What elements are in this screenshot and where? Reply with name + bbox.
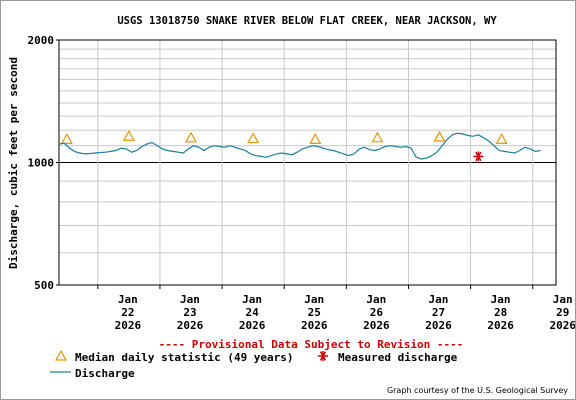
x-tick-label: Jan — [366, 293, 386, 306]
median-point — [247, 132, 260, 144]
y-tick-label: 2000 — [28, 34, 55, 47]
median-point — [184, 131, 198, 143]
y-tick-label: 500 — [34, 279, 54, 292]
x-tick-label: Jan — [180, 293, 200, 306]
x-tick-label: 2026 — [301, 319, 328, 332]
legend-measured-asterisk-icon — [318, 351, 328, 361]
legend-median-triangle-icon — [54, 349, 68, 361]
x-tick-label: 2026 — [239, 319, 266, 332]
x-tick-label: 2026 — [487, 319, 514, 332]
x-tick-label: Jan — [242, 293, 262, 306]
x-tick-label: 2026 — [363, 319, 390, 332]
x-tick-label: Jan — [491, 293, 511, 306]
legend-discharge-label: Discharge — [75, 367, 135, 380]
x-tick-label: 2026 — [115, 319, 142, 332]
median-point — [60, 133, 73, 144]
grid-lines — [59, 40, 556, 289]
median-point — [495, 133, 508, 144]
x-tick-label: 2026 — [549, 319, 575, 332]
legend-measured-label: Measured discharge — [338, 351, 458, 364]
x-tick-label: 25 — [308, 306, 321, 319]
x-tick-label: 28 — [494, 306, 507, 319]
y-axis-label: Discharge, cubic feet per second — [7, 57, 20, 269]
measured-markers — [473, 151, 484, 162]
x-tick-label: 26 — [370, 306, 384, 319]
legend-median-label: Median daily statistic (49 years) — [75, 351, 294, 364]
graph-credit: Graph courtesy of the U.S. Geological Su… — [387, 386, 568, 395]
legend: Median daily statistic (49 years) Measur… — [50, 349, 458, 380]
median-point — [122, 130, 135, 141]
x-tick-label: 27 — [432, 306, 445, 319]
y-tick-label: 1000 — [28, 157, 55, 170]
median-point — [433, 130, 446, 142]
y-tick-labels: 500 1000 2000 — [28, 34, 59, 292]
x-tick-label: Jan — [429, 293, 449, 306]
chart-title: USGS 13018750 SNAKE RIVER BELOW FLAT CRE… — [117, 15, 497, 27]
x-tick-label: Jan — [118, 293, 138, 306]
x-tick-label: 29 — [556, 306, 569, 319]
x-tick-label: Jan — [304, 293, 324, 306]
x-tick-label: Jan — [553, 293, 573, 306]
x-tick-labels: Jan222026Jan232026Jan242026Jan252026Jan2… — [115, 293, 575, 332]
discharge-series-line — [58, 132, 541, 160]
median-point — [309, 133, 322, 144]
median-markers — [60, 130, 508, 144]
provisional-notice: ---- Provisional Data Subject to Revisio… — [159, 338, 464, 351]
x-tick-label: 23 — [183, 306, 196, 319]
median-point — [371, 131, 384, 143]
x-tick-label: 22 — [121, 306, 134, 319]
x-tick-label: 2026 — [425, 319, 452, 332]
legend-asterisk-glyph — [318, 351, 328, 361]
x-tick-label: 24 — [245, 306, 259, 319]
x-tick-label: 2026 — [177, 319, 204, 332]
measured-point — [473, 151, 484, 162]
